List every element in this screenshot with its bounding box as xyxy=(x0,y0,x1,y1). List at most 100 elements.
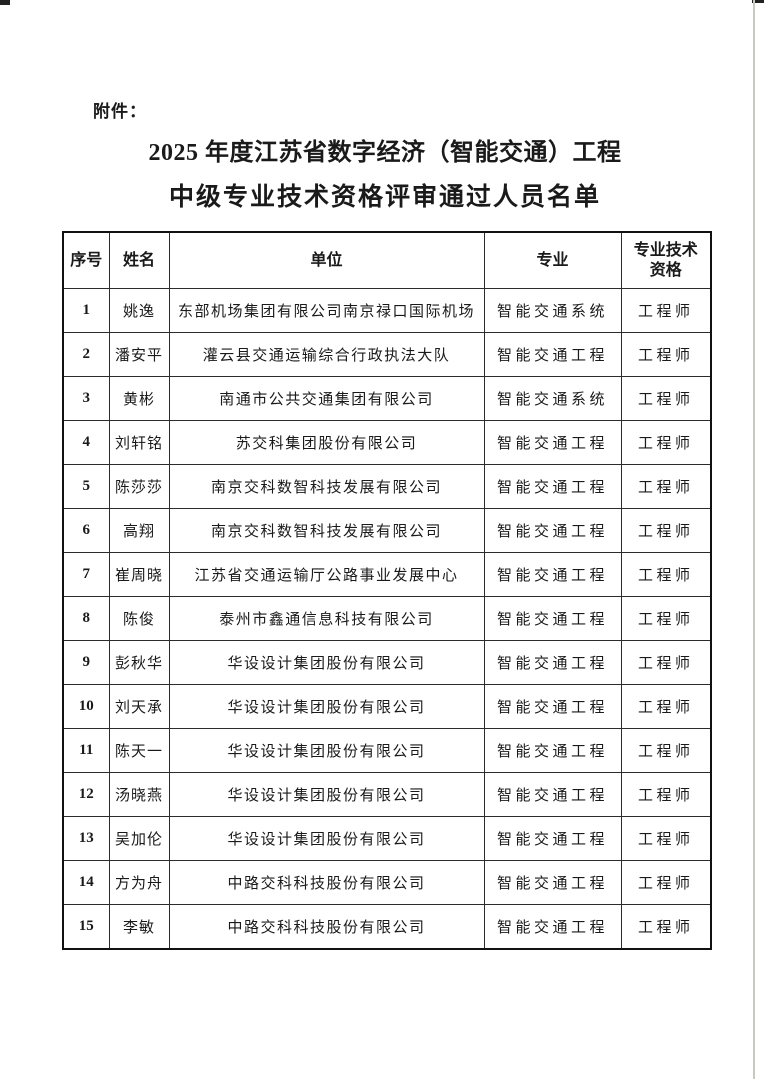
qualification-cell: 工程师 xyxy=(620,508,712,553)
name-cell: 陈天一 xyxy=(108,728,170,773)
qualification-cell: 工程师 xyxy=(620,552,712,597)
row-number-cell: 9 xyxy=(62,640,110,685)
name-cell: 刘轩铭 xyxy=(108,420,170,465)
table-row: 5 陈莎莎 南京交科数智科技发展有限公司 智能交通工程 工程师 xyxy=(62,464,712,509)
roster-table-header: 序号 姓名 单位 专业 专业技术 资格 xyxy=(62,231,712,289)
table-row: 6 高翔 南京交科数智科技发展有限公司 智能交通工程 工程师 xyxy=(62,508,712,553)
qualification-cell: 工程师 xyxy=(620,596,712,641)
organization-cell: 南通市公共交通集团有限公司 xyxy=(168,376,485,421)
row-number-cell: 1 xyxy=(62,288,110,333)
qualification-cell: 工程师 xyxy=(620,816,712,861)
scan-corner-mark-top-left xyxy=(0,0,10,5)
name-cell: 姚逸 xyxy=(108,288,170,333)
header-cell-major: 专业 xyxy=(483,231,622,289)
row-number-cell: 10 xyxy=(62,684,110,729)
specialty-cell: 智能交通工程 xyxy=(483,552,622,597)
specialty-cell: 智能交通工程 xyxy=(483,684,622,729)
qualification-cell: 工程师 xyxy=(620,904,712,950)
organization-cell: 南京交科数智科技发展有限公司 xyxy=(168,508,485,553)
qualification-cell: 工程师 xyxy=(620,376,712,421)
specialty-cell: 智能交通工程 xyxy=(483,904,622,950)
organization-cell: 华设设计集团股份有限公司 xyxy=(168,816,485,861)
specialty-cell: 智能交通系统 xyxy=(483,288,622,333)
table-row: 10 刘天承 华设设计集团股份有限公司 智能交通工程 工程师 xyxy=(62,684,712,729)
table-row: 11 陈天一 华设设计集团股份有限公司 智能交通工程 工程师 xyxy=(62,728,712,773)
organization-cell: 江苏省交通运输厅公路事业发展中心 xyxy=(168,552,485,597)
title-line-1: 2025 年度江苏省数字经济（智能交通）工程 xyxy=(148,140,622,166)
specialty-cell: 智能交通工程 xyxy=(483,772,622,817)
table-row: 2 潘安平 灌云县交通运输综合行政执法大队 智能交通工程 工程师 xyxy=(62,332,712,377)
qualification-cell: 工程师 xyxy=(620,640,712,685)
header-cell-name: 姓名 xyxy=(108,231,170,289)
table-row: 4 刘轩铭 苏交科集团股份有限公司 智能交通工程 工程师 xyxy=(62,420,712,465)
table-row: 13 吴加伦 华设设计集团股份有限公司 智能交通工程 工程师 xyxy=(62,816,712,861)
specialty-cell: 智能交通工程 xyxy=(483,332,622,377)
table-row: 1 姚逸 东部机场集团有限公司南京禄口国际机场 智能交通系统 工程师 xyxy=(62,288,712,333)
row-number-cell: 3 xyxy=(62,376,110,421)
organization-cell: 中路交科科技股份有限公司 xyxy=(168,904,485,950)
table-row: 14 方为舟 中路交科科技股份有限公司 智能交通工程 工程师 xyxy=(62,860,712,905)
scan-corner-mark-top-right xyxy=(752,0,764,3)
qualification-cell: 工程师 xyxy=(620,332,712,377)
header-cell-qual: 专业技术 资格 xyxy=(620,231,712,289)
name-cell: 吴加伦 xyxy=(108,816,170,861)
row-number-cell: 2 xyxy=(62,332,110,377)
organization-cell: 华设设计集团股份有限公司 xyxy=(168,640,485,685)
document-title: 2025 年度江苏省数字经济（智能交通）工程 中级专业技术资格评审通过人员名单 xyxy=(40,136,730,215)
table-row: 9 彭秋华 华设设计集团股份有限公司 智能交通工程 工程师 xyxy=(62,640,712,685)
row-number-cell: 14 xyxy=(62,860,110,905)
organization-cell: 华设设计集团股份有限公司 xyxy=(168,728,485,773)
row-number-cell: 8 xyxy=(62,596,110,641)
name-cell: 崔周晓 xyxy=(108,552,170,597)
specialty-cell: 智能交通工程 xyxy=(483,420,622,465)
row-number-cell: 7 xyxy=(62,552,110,597)
name-cell: 李敏 xyxy=(108,904,170,950)
organization-cell: 华设设计集团股份有限公司 xyxy=(168,684,485,729)
name-cell: 陈莎莎 xyxy=(108,464,170,509)
name-cell: 方为舟 xyxy=(108,860,170,905)
organization-cell: 中路交科科技股份有限公司 xyxy=(168,860,485,905)
attachment-label: 附件： xyxy=(93,102,147,121)
name-cell: 彭秋华 xyxy=(108,640,170,685)
organization-cell: 东部机场集团有限公司南京禄口国际机场 xyxy=(168,288,485,333)
table-row: 15 李敏 中路交科科技股份有限公司 智能交通工程 工程师 xyxy=(62,904,712,950)
row-number-cell: 5 xyxy=(62,464,110,509)
roster-table-body: 1 姚逸 东部机场集团有限公司南京禄口国际机场 智能交通系统 工程师 2 潘安平 灌云县交通运… xyxy=(62,288,712,950)
table-row: 3 黄彬 南通市公共交通集团有限公司 智能交通系统 工程师 xyxy=(62,376,712,421)
name-cell: 潘安平 xyxy=(108,332,170,377)
specialty-cell: 智能交通工程 xyxy=(483,508,622,553)
name-cell: 黄彬 xyxy=(108,376,170,421)
qualification-cell: 工程师 xyxy=(620,860,712,905)
specialty-cell: 智能交通工程 xyxy=(483,464,622,509)
qualification-cell: 工程师 xyxy=(620,464,712,509)
organization-cell: 苏交科集团股份有限公司 xyxy=(168,420,485,465)
qualification-cell: 工程师 xyxy=(620,420,712,465)
row-number-cell: 11 xyxy=(62,728,110,773)
row-number-cell: 13 xyxy=(62,816,110,861)
qualification-cell: 工程师 xyxy=(620,684,712,729)
organization-cell: 华设设计集团股份有限公司 xyxy=(168,772,485,817)
qualification-cell: 工程师 xyxy=(620,728,712,773)
qualification-cell: 工程师 xyxy=(620,288,712,333)
row-number-cell: 6 xyxy=(62,508,110,553)
specialty-cell: 智能交通工程 xyxy=(483,816,622,861)
table-row: 8 陈俊 泰州市鑫通信息科技有限公司 智能交通工程 工程师 xyxy=(62,596,712,641)
name-cell: 陈俊 xyxy=(108,596,170,641)
table-row: 12 汤晓燕 华设设计集团股份有限公司 智能交通工程 工程师 xyxy=(62,772,712,817)
organization-cell: 南京交科数智科技发展有限公司 xyxy=(168,464,485,509)
specialty-cell: 智能交通工程 xyxy=(483,640,622,685)
specialty-cell: 智能交通工程 xyxy=(483,860,622,905)
title-line-2: 中级专业技术资格评审通过人员名单 xyxy=(168,184,601,211)
specialty-cell: 智能交通系统 xyxy=(483,376,622,421)
row-number-cell: 12 xyxy=(62,772,110,817)
header-cell-no: 序号 xyxy=(62,231,110,289)
specialty-cell: 智能交通工程 xyxy=(483,596,622,641)
page-edge-line xyxy=(753,0,755,1079)
name-cell: 汤晓燕 xyxy=(108,772,170,817)
organization-cell: 灌云县交通运输综合行政执法大队 xyxy=(168,332,485,377)
roster-table: 序号 姓名 单位 专业 专业技术 资格 1 姚逸 东部机场集团有限公司南京禄口国际机… xyxy=(62,231,712,950)
organization-cell: 泰州市鑫通信息科技有限公司 xyxy=(168,596,485,641)
header-row: 序号 姓名 单位 专业 专业技术 资格 xyxy=(62,231,712,289)
row-number-cell: 15 xyxy=(62,904,110,950)
